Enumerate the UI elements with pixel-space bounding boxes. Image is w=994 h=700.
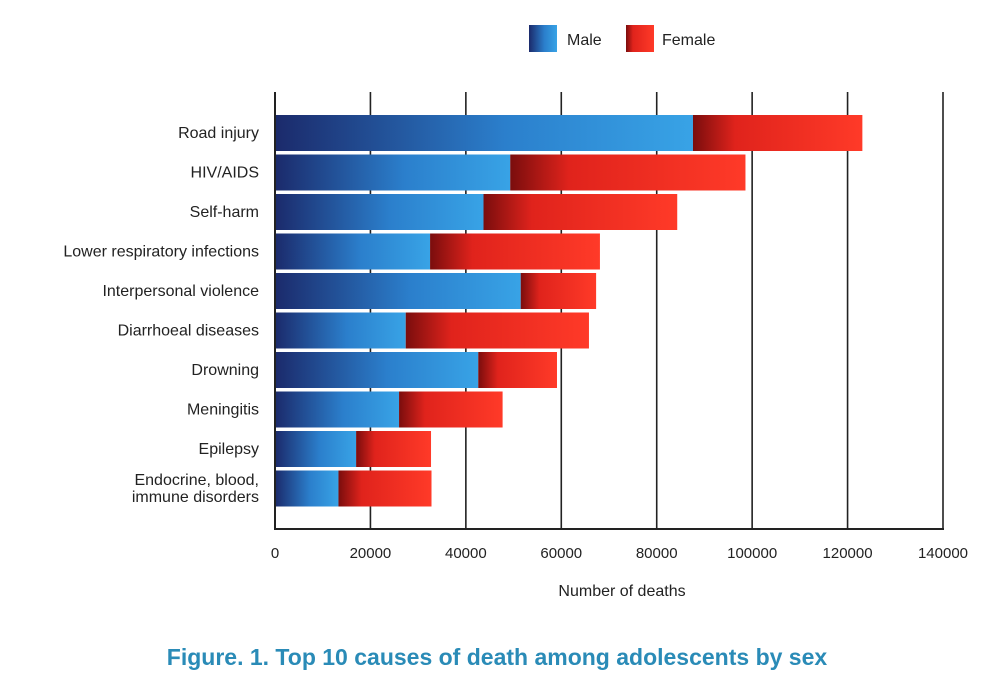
category-label-line: HIV/AIDS: [191, 165, 259, 182]
x-tick-label: 0: [271, 545, 279, 562]
category-label-line: Diarrhoeal diseases: [118, 323, 259, 340]
x-tick-label: 140000: [918, 545, 968, 562]
bar-female: [356, 431, 432, 467]
category-label-line: Drowning: [191, 362, 259, 379]
bar-male: [275, 115, 693, 151]
x-tick-label: 20000: [350, 545, 392, 562]
bar-female: [478, 352, 557, 388]
x-tick-label: 60000: [540, 545, 582, 562]
bar-male: [275, 194, 484, 230]
bar-male: [275, 154, 511, 191]
category-label: Lower respiratory infections: [63, 244, 259, 261]
x-tick-label: 120000: [823, 545, 873, 562]
legend-label: Female: [662, 32, 715, 49]
bar-female: [430, 233, 600, 270]
x-tick-label: 100000: [727, 545, 777, 562]
bar-male: [275, 273, 521, 309]
category-label: Endocrine, blood, immune disorders: [132, 472, 259, 506]
chart: 0 20000 40000 60000 80000 100000 120000 140000 …: [63, 25, 968, 600]
figure-caption: Figure. 1. Top 10 causes of death among …: [166, 644, 828, 670]
legend-swatch: [626, 25, 654, 52]
bar-female: [510, 154, 746, 191]
category-label: Diarrhoeal diseases: [118, 323, 259, 340]
bar-male: [275, 431, 357, 467]
bar-male: [275, 352, 479, 388]
bar-male: [275, 391, 400, 428]
category-label-line: Interpersonal violence: [102, 283, 259, 300]
category-label-line: Meningitis: [187, 402, 259, 419]
category-label-line: Self-harm: [190, 204, 259, 221]
category-label: Interpersonal violence: [102, 283, 259, 300]
legend-label: Male: [567, 32, 602, 49]
category-label-line: immune disorders: [132, 489, 259, 506]
category-label-line: Epilepsy: [199, 441, 259, 458]
bar-female: [405, 312, 589, 349]
bar-female: [692, 115, 863, 151]
category-label: Epilepsy: [199, 441, 259, 458]
category-label: Road injury: [178, 125, 259, 142]
legend: Male Female: [529, 25, 715, 52]
x-tick-label: 80000: [636, 545, 678, 562]
x-tick-labels: 0 20000 40000 60000 80000 100000 120000 140000: [271, 545, 968, 562]
bar-male: [275, 470, 339, 507]
category-label-line: Road injury: [178, 125, 259, 142]
bar-female: [338, 470, 432, 507]
category-label-line: Lower respiratory infections: [63, 244, 259, 261]
bar-male: [275, 312, 406, 349]
x-tick-label: 40000: [445, 545, 487, 562]
legend-swatch: [529, 25, 557, 52]
bar-female: [483, 194, 678, 230]
category-label: Self-harm: [190, 204, 259, 221]
category-label: HIV/AIDS: [191, 165, 259, 182]
category-label: Drowning: [191, 362, 259, 379]
category-labels: Road injury HIV/AIDS Self-harm Lower respir…: [63, 125, 259, 506]
category-label-line: Endocrine, blood,: [134, 472, 259, 489]
x-axis-title: Number of deaths: [558, 583, 685, 600]
bar-male: [275, 233, 431, 270]
bars: [275, 115, 863, 507]
bar-female: [399, 391, 503, 428]
category-label: Meningitis: [187, 402, 259, 419]
bar-female: [520, 273, 597, 309]
axes: [274, 92, 944, 530]
